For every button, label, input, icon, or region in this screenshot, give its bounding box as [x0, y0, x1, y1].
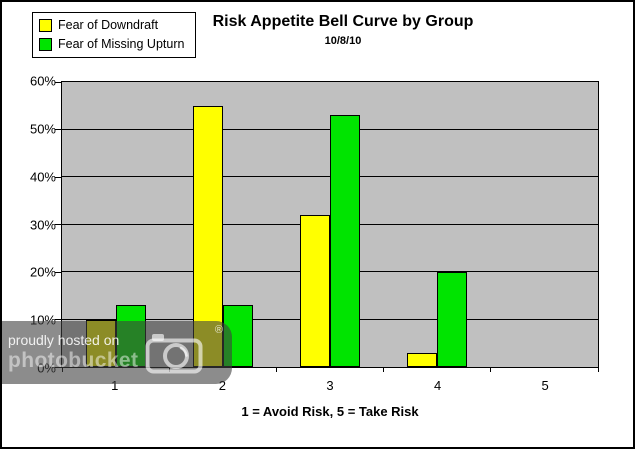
- chart-title: Risk Appetite Bell Curve by Group: [212, 13, 474, 30]
- x-tick-2: [275, 367, 277, 372]
- x-tick-5: [597, 367, 599, 372]
- photobucket-watermark: proudly hosted on photobucket ®: [2, 321, 232, 384]
- y-tick-50: [55, 129, 62, 130]
- y-tick-20: [55, 271, 62, 273]
- chart-subtitle: 10/8/10: [324, 35, 362, 47]
- category-group-4: [384, 82, 491, 367]
- category-group-5: [491, 82, 598, 367]
- bar-fear-of-downdraft-group-3: [299, 215, 330, 367]
- x-tick-label-4: 4: [433, 378, 442, 393]
- x-tick-label-3: 3: [326, 378, 334, 393]
- legend-label: Fear of Missing Upturn: [58, 37, 185, 51]
- x-tick-3: [383, 367, 385, 372]
- y-tick-10: [55, 319, 62, 321]
- legend-item-fear-of-missing-upturn: Fear of Missing Upturn: [39, 37, 189, 52]
- registered-trademark-icon: ®: [214, 324, 223, 336]
- legend-swatch-yellow: [39, 19, 52, 32]
- category-group-3: [276, 82, 383, 367]
- bar-fear-of-downdraft-group-4: [407, 352, 438, 367]
- chart-legend: Fear of Downdraft Fear of Missing Upturn: [32, 12, 196, 58]
- x-tick-4: [490, 367, 492, 372]
- y-axis-labels: 0%10%20%30%40%50%60%: [8, 74, 56, 376]
- y-tick-label-30: 30%: [29, 217, 56, 232]
- legend-label: Fear of Downdraft: [58, 18, 159, 32]
- watermark-text: proudly hosted on photobucket: [8, 333, 138, 372]
- watermark-line2: photobucket: [8, 348, 139, 372]
- y-tick-label-40: 40%: [29, 169, 56, 185]
- y-tick-40: [55, 176, 62, 178]
- x-axis-title: 1 = Avoid Risk, 5 = Take Risk: [241, 404, 419, 419]
- y-tick-30: [55, 224, 62, 225]
- title-block: Risk Appetite Bell Curve by Group 10/8/1…: [198, 13, 488, 47]
- x-tick-label-1: 1: [111, 378, 119, 393]
- legend-item-fear-of-downdraft: Fear of Downdraft: [39, 18, 189, 33]
- watermark-line1: proudly hosted on: [8, 332, 120, 349]
- x-axis-category-labels: 1 2 3 4 5: [61, 378, 599, 393]
- x-tick-label-5: 5: [541, 378, 549, 393]
- y-tick-label-60: 60%: [29, 73, 56, 89]
- y-tick-label-20: 20%: [29, 264, 56, 280]
- bar-fear-of-missing-upturn-group-4: [437, 272, 468, 367]
- x-tick-label-2: 2: [218, 378, 226, 393]
- y-tick-60: [55, 81, 62, 83]
- bar-fear-of-missing-upturn-group-3: [330, 115, 361, 367]
- camera-icon: [145, 333, 203, 373]
- legend-swatch-green: [39, 38, 52, 51]
- y-tick-label-50: 50%: [29, 121, 56, 137]
